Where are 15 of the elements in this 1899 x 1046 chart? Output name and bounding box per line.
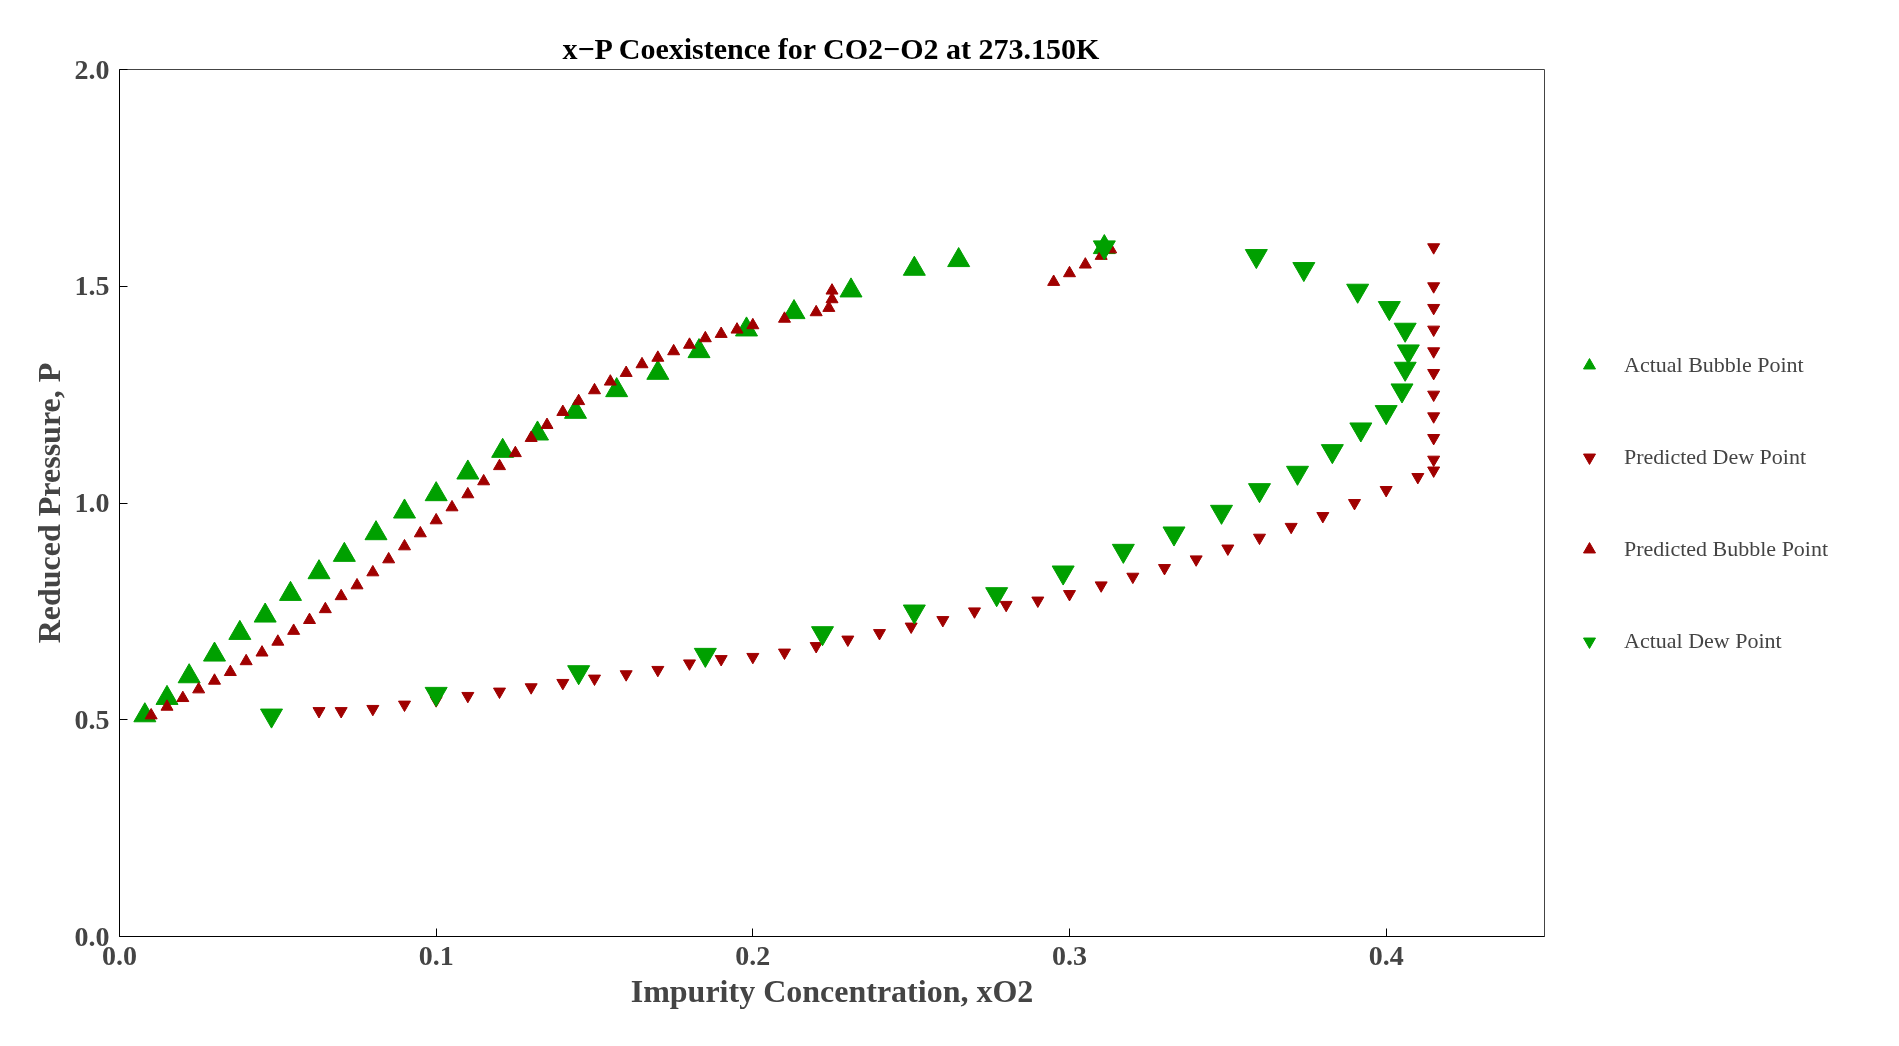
chart-title: x−P Coexistence for CO2−O2 at 273.150K xyxy=(562,31,1101,65)
legend-label: Predicted Dew Point xyxy=(1624,443,1807,470)
y-tick-label: 1.5 xyxy=(74,270,110,302)
x-tick-label: 0.3 xyxy=(1052,939,1087,971)
legend-label: Actual Dew Point xyxy=(1624,627,1782,654)
y-tick-label: 0.5 xyxy=(74,703,110,735)
legend-label: Actual Bubble Point xyxy=(1624,351,1804,378)
y-tick-label: 2.0 xyxy=(74,53,110,85)
x-tick-label: 0.1 xyxy=(418,939,454,971)
y-axis-title: Reduced Pressure, P xyxy=(30,362,67,644)
y-tick-label: 1.0 xyxy=(74,487,110,518)
x-axis-title: Impurity Concentration, xO2 xyxy=(630,972,1034,1009)
x-tick-label: 0.2 xyxy=(735,939,771,971)
x-tick-label: 0.4 xyxy=(1368,939,1404,971)
legend-label: Predicted Bubble Point xyxy=(1624,535,1829,562)
